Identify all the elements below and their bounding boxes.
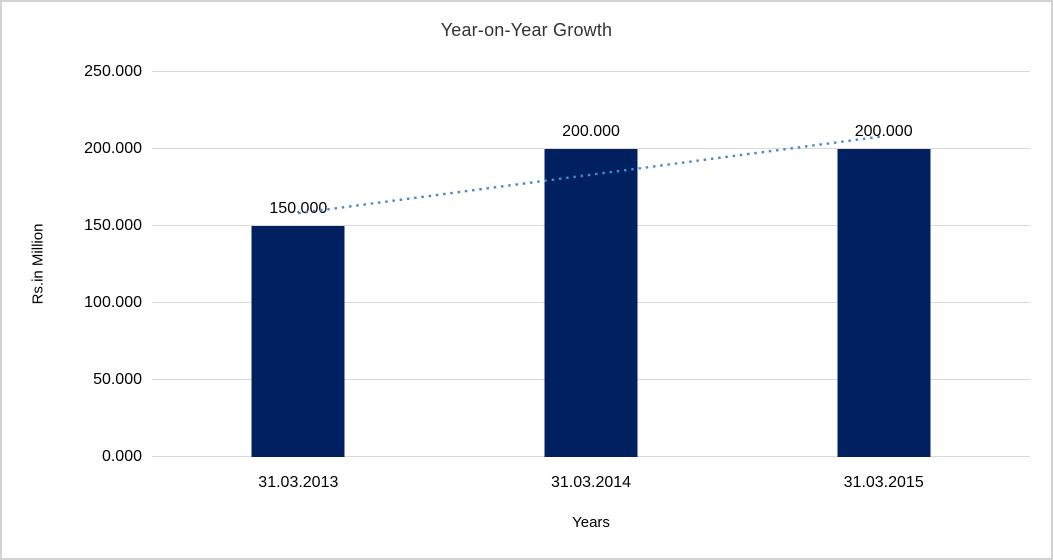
gridline (152, 71, 1030, 72)
bar-group: 200.000 (737, 72, 1030, 457)
bar-value-label: 200.000 (562, 123, 620, 140)
y-tick-label: 50.000 (93, 371, 142, 388)
x-tick-label: 31.03.2014 (550, 474, 632, 491)
y-tick-label: 0.000 (101, 448, 142, 465)
bars-row: 150.000 200.000 200.000 (152, 72, 1030, 457)
bar (837, 149, 931, 457)
x-tick-label: 31.03.2015 (843, 474, 924, 491)
x-axis-title: Years (572, 514, 610, 531)
x-axis-ticks: 31.03.2013 31.03.2014 31.03.2015 (152, 474, 1030, 492)
y-tick-label: 250.000 (84, 63, 142, 80)
y-axis-ticks: 0.000 50.000 100.000 150.000 200.000 250… (2, 63, 142, 465)
bar-value-label: 200.000 (854, 123, 913, 140)
x-tick-label: 31.03.2013 (258, 474, 339, 491)
bar (251, 226, 345, 457)
bar-group: 200.000 (445, 72, 738, 457)
chart-title: Year-on-Year Growth (440, 20, 613, 40)
y-tick-label: 200.000 (84, 140, 142, 157)
y-tick-label: 100.000 (84, 294, 142, 311)
bar-group: 150.000 (152, 72, 445, 457)
y-tick-label: 150.000 (84, 217, 142, 234)
bar-value-label: 150.000 (269, 200, 328, 217)
plot-area: 150.000 200.000 200.000 (152, 71, 1030, 457)
bar (544, 149, 638, 457)
